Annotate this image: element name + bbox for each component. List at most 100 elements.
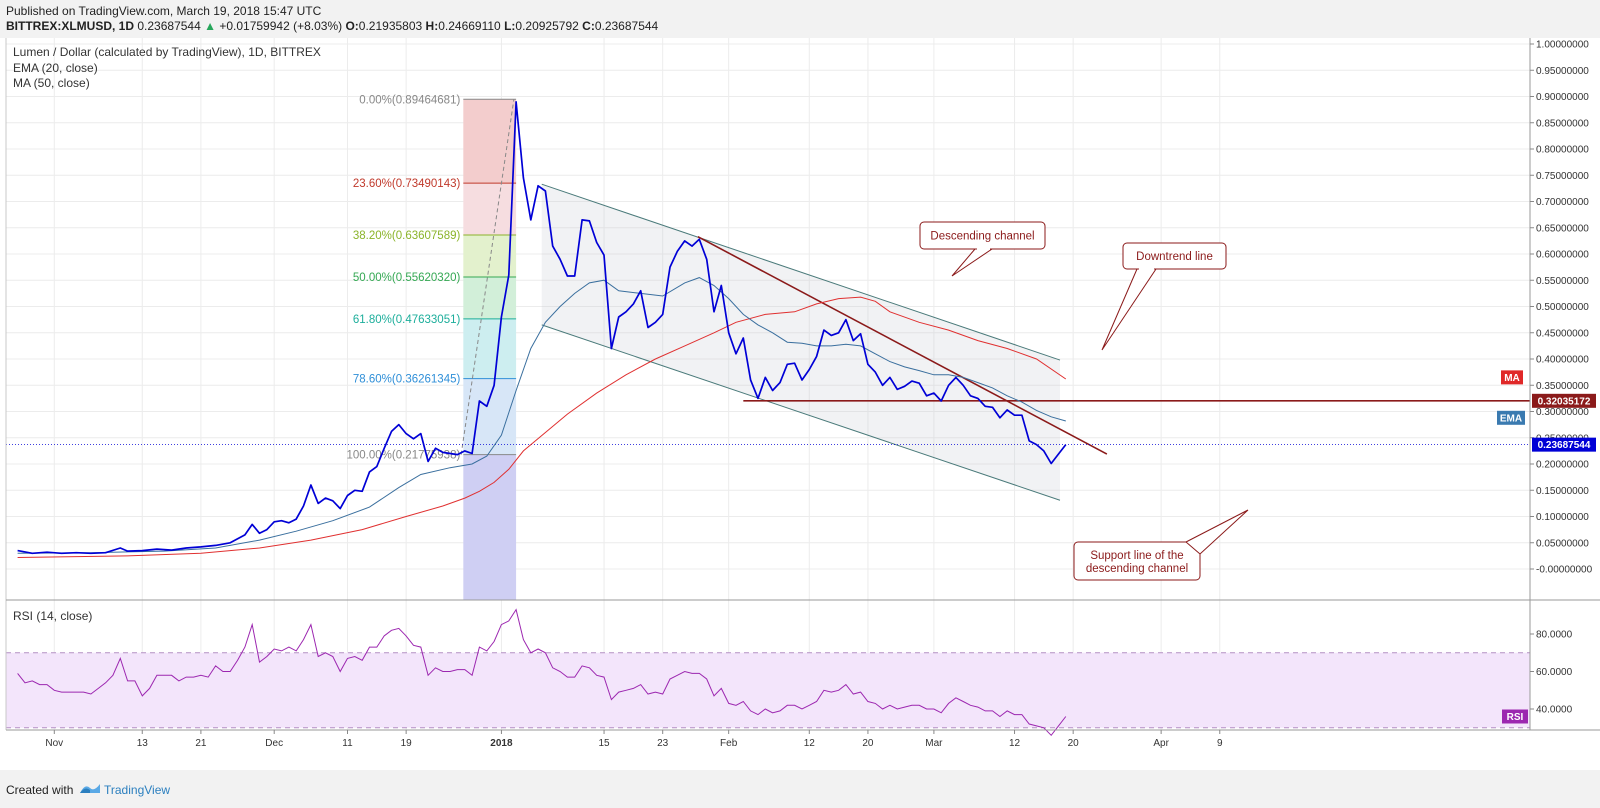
ema-tag-text: EMA (1500, 413, 1522, 424)
rsi-axis-label-0: 80.0000 (1536, 630, 1573, 641)
price-axis-label-12: 0.40000000 (1536, 355, 1589, 366)
support-line-callout (1073, 541, 1201, 581)
time-axis-label-12: Mar (925, 738, 943, 749)
price-axis-label-20: -0.00000000 (1536, 565, 1593, 576)
channel-upper-line (541, 183, 1061, 361)
fib-trend-line (460, 99, 515, 455)
fib-band-2 (463, 235, 517, 277)
downtrend-line-label: Downtrend line (1136, 251, 1213, 263)
high-value: 0.24669110 (438, 19, 501, 33)
time-axis-label-3: Dec (265, 738, 283, 749)
price-axis-label-5: 0.75000000 (1536, 171, 1589, 182)
time-axis-label-1: 13 (137, 738, 149, 749)
fib-level-label-2: 38.20%(0.63607589) (353, 230, 461, 242)
price-axis-label-13: 0.35000000 (1536, 381, 1589, 392)
tradingview-brand[interactable]: TradingView (104, 783, 171, 797)
time-axis-label-16: 9 (1217, 738, 1223, 749)
price-axis-label-16: 0.20000000 (1536, 460, 1589, 471)
price-axis-label-2: 0.90000000 (1536, 92, 1589, 103)
time-axis-label-6: 2018 (490, 738, 513, 749)
price-axis-label-19: 0.05000000 (1536, 538, 1589, 549)
fib-band-0 (463, 99, 517, 184)
last-price: 0.23687544 (137, 19, 201, 33)
fib-band-base (463, 454, 517, 600)
open-value: 0.21935803 (358, 19, 423, 33)
price-axis-label-7: 0.65000000 (1536, 223, 1589, 234)
time-axis-label-10: 12 (804, 738, 816, 749)
ma-tag-bg (1501, 370, 1523, 385)
chart-grid (6, 38, 1530, 730)
time-axis-label-7: 15 (598, 738, 610, 749)
time-axis-label-9: Feb (720, 738, 738, 749)
fib-level-label-6: 100.00%(0.21775938) (346, 450, 460, 462)
time-axis-label-14: 20 (1068, 738, 1080, 749)
up-arrow-icon: ▲ (204, 19, 216, 33)
legend-title: Lumen / Dollar (calculated by TradingVie… (13, 45, 321, 59)
rsi-band (6, 652, 1530, 728)
legend-ema: EMA (20, close) (13, 61, 98, 75)
ema-line (17, 277, 1066, 554)
ohlc-line: BITTREX:XLMUSD, 1D 0.23687544 ▲ +0.01759… (6, 19, 658, 33)
time-axis-label-0: Nov (45, 738, 63, 749)
price-change: +0.01759942 (+8.03%) (219, 19, 343, 33)
open-label: O: (345, 19, 359, 33)
level-tag-bg (1532, 393, 1596, 408)
ma-line (17, 296, 1067, 558)
support-line-label-2: descending channel (1086, 563, 1188, 575)
ema-tag-bg (1497, 410, 1525, 425)
price-axis-label-8: 0.60000000 (1536, 250, 1589, 261)
channel-lower-line (541, 324, 1061, 501)
published-text: Published on TradingView.com, March 19, … (6, 4, 322, 18)
descending-channel-label: Descending channel (930, 231, 1034, 243)
close-label: C: (582, 19, 595, 33)
price-line (17, 100, 1067, 555)
low-label: L: (504, 19, 516, 33)
time-axis-label-11: 20 (862, 738, 874, 749)
price-series (17, 100, 1067, 558)
legend-rsi: RSI (14, close) (13, 609, 92, 623)
time-axis[interactable]: Nov 13 21 Dec 11 19 2018 15 23 Feb 12 20 Mar 12 20 Apr 9 (45, 730, 1223, 749)
support-line-pointer (1185, 509, 1249, 555)
tradingview-logo-icon[interactable] (79, 781, 101, 795)
rsi-axis-label-1: 60.0000 (1536, 667, 1573, 678)
fib-level-label-5: 78.60%(0.36261345) (353, 374, 461, 386)
ma-tag-text: MA (1504, 373, 1520, 384)
rsi-line (17, 608, 1067, 737)
time-axis-label-4: 11 (342, 738, 353, 749)
low-value: 0.20925792 (515, 19, 579, 33)
created-with-text: Created with (6, 783, 74, 797)
level-tag-text: 0.32035172 (1538, 396, 1591, 407)
price-axis[interactable]: 1.00000000 0.95000000 0.90000000 0.85000000… (1530, 40, 1593, 716)
support-line-label-1: Support line of the (1090, 550, 1183, 562)
fib-level-label-3: 50.00%(0.55620320) (353, 272, 461, 284)
fibonacci-retracement[interactable]: 0.00%(0.89464681) 23.60%(0.73490143) 38.20… (346, 94, 517, 600)
time-axis-label-2: 21 (195, 738, 207, 749)
price-axis-label-14: 0.30000000 (1536, 407, 1589, 418)
close-value: 0.23687544 (594, 19, 659, 33)
rsi-axis-label-2: 40.0000 (1536, 705, 1573, 716)
price-axis-label-1: 0.95000000 (1536, 66, 1589, 77)
annotations[interactable]: Descending channel Downtrend line Support … (919, 221, 1249, 581)
price-axis-label-6: 0.70000000 (1536, 197, 1589, 208)
time-axis-label-15: Apr (1153, 738, 1169, 749)
price-axis-label-17: 0.15000000 (1536, 486, 1589, 497)
last-price-tag-text: 0.23687544 (1538, 440, 1591, 451)
downtrend-line-callout (1122, 242, 1227, 270)
rsi-pane (6, 608, 1530, 737)
fib-level-label-4: 61.80%(0.47633051) (353, 314, 461, 326)
price-axis-tags: MA 0.32035172 EMA 0.23687544 RSI (1497, 370, 1596, 724)
high-label: H: (425, 19, 439, 33)
fib-band-1 (463, 183, 517, 236)
header-bar: Published on TradingView.com, March 19, … (0, 0, 1600, 38)
price-axis-label-11: 0.45000000 (1536, 328, 1589, 339)
time-axis-label-5: 19 (401, 738, 413, 749)
footer-bar: Created with TradingView (0, 770, 1600, 808)
fib-band-5 (463, 378, 517, 455)
fib-band-4 (463, 318, 517, 379)
fib-level-label-1: 23.60%(0.73490143) (353, 178, 461, 190)
symbol-label: BITTREX:XLMUSD, 1D (6, 19, 135, 33)
rsi-tag-text: RSI (1507, 712, 1524, 723)
chart-canvas[interactable]: 0.00%(0.89464681) 23.60%(0.73490143) 38.20… (0, 38, 1600, 770)
downtrend-line (697, 235, 1108, 455)
fib-level-label-0: 0.00%(0.89464681) (359, 94, 460, 106)
